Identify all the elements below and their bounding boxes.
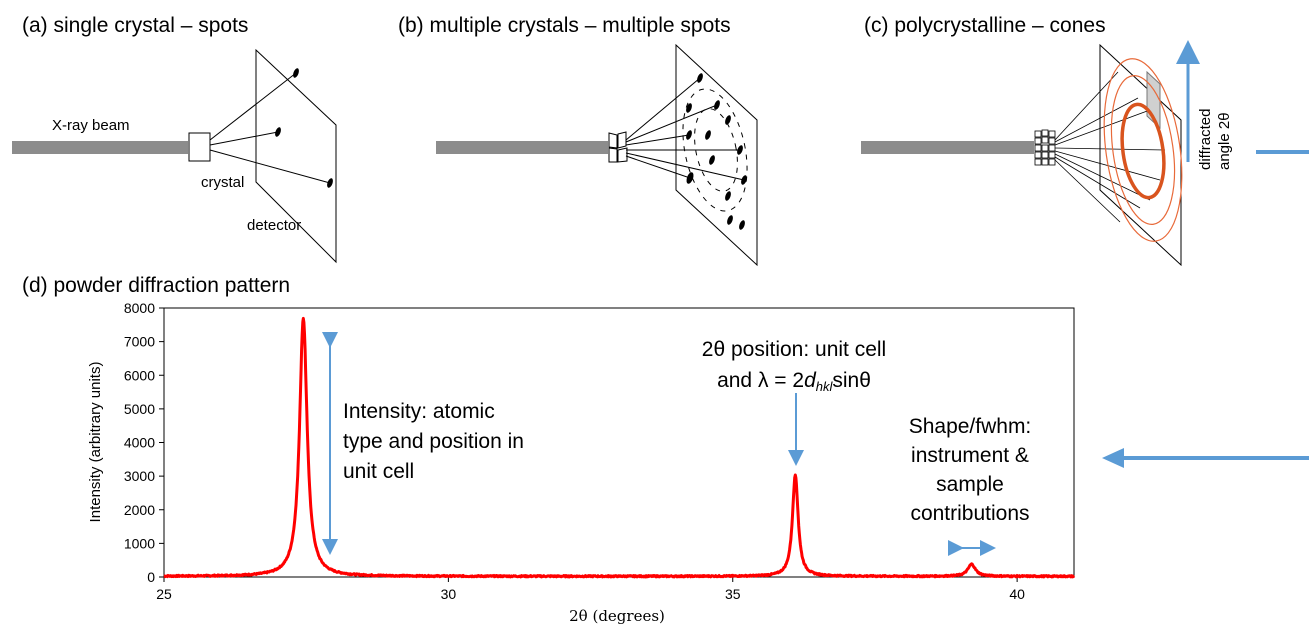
panel-a-beam (12, 141, 188, 154)
y-tick-label: 1000 (124, 535, 155, 551)
x-tick-label: 40 (1009, 586, 1025, 602)
x-axis: 25 30 35 40 (156, 577, 1025, 602)
intensity-annotation-line3: unit cell (343, 460, 414, 483)
diffracted-angle-label: diffracted angle 2θ (1197, 109, 1233, 170)
shape-annotation-line2: instrument & (911, 444, 1029, 467)
panel-d-title: (d) powder diffraction pattern (22, 274, 290, 297)
y-tick-label: 5000 (124, 401, 155, 417)
panel-b-spots (686, 73, 747, 230)
crystal-label: crystal (201, 174, 244, 191)
panel-b-title: (b) multiple crystals – multiple spots (398, 14, 731, 37)
panel-a-title: (a) single crystal – spots (22, 14, 248, 37)
panel-b-crystals (608, 131, 628, 163)
x-tick-label: 35 (725, 586, 741, 602)
y-axis-title: Intensity (arbitrary units) (87, 362, 104, 523)
y-tick-label: 4000 (124, 435, 155, 451)
y-tick-label: 6000 (124, 367, 155, 383)
panel-c-title: (c) polycrystalline – cones (864, 14, 1106, 37)
powder-diffraction-chart: 0 1000 2000 3000 4000 5000 6000 7000 8000 25 30 35… (87, 300, 1076, 625)
diffraction-spot (327, 178, 333, 188)
diffracted-ray (209, 72, 297, 141)
diffracted-ray (209, 131, 279, 146)
diffraction-spot (293, 68, 299, 78)
x-tick-label: 25 (156, 586, 172, 602)
svg-text:diffracted: diffracted (1197, 109, 1214, 170)
x-axis-title: 2θ (degrees) (569, 607, 665, 625)
shape-annotation-line3: sample (936, 473, 1004, 496)
beam-label: X-ray beam (52, 117, 130, 134)
panel-b-faint-rings (682, 88, 748, 212)
position-annotation-line1: 2θ position: unit cell (702, 338, 886, 361)
y-tick-label: 7000 (124, 334, 155, 350)
flow-arrow-in-head (1102, 448, 1124, 468)
x-tick-label: 30 (441, 586, 457, 602)
svg-text:angle 2θ: angle 2θ (1216, 112, 1233, 170)
panel-c-beam (861, 141, 1034, 154)
shape-annotation-line4: contributions (910, 502, 1029, 525)
panel-c-powder (1034, 129, 1056, 166)
panel-b-detector (675, 43, 758, 267)
position-annotation-line2: and λ = 2dhklsinθ (717, 369, 871, 394)
y-axis: 0 1000 2000 3000 4000 5000 6000 7000 8000 (124, 300, 164, 585)
crystal-shape (188, 132, 211, 162)
diffraction-spot (275, 127, 281, 137)
detector-label: detector (247, 217, 301, 234)
y-tick-label: 8000 (124, 300, 155, 316)
y-tick-label: 3000 (124, 468, 155, 484)
panel-a-detector (255, 48, 337, 264)
diffracted-ray (209, 149, 331, 184)
panel-c-rays (1054, 71, 1166, 223)
diffraction-curve (163, 316, 1076, 579)
y-tick-label: 2000 (124, 502, 155, 518)
panel-c-cones (1103, 58, 1183, 242)
intensity-annotation-line2: type and position in (343, 430, 524, 453)
shape-annotation-line1: Shape/fwhm: (909, 415, 1032, 438)
y-tick-label: 0 (147, 569, 155, 585)
panel-b-rays (625, 77, 745, 181)
intensity-annotation-line1: Intensity: atomic (343, 400, 495, 423)
panel-b-beam (436, 141, 608, 154)
